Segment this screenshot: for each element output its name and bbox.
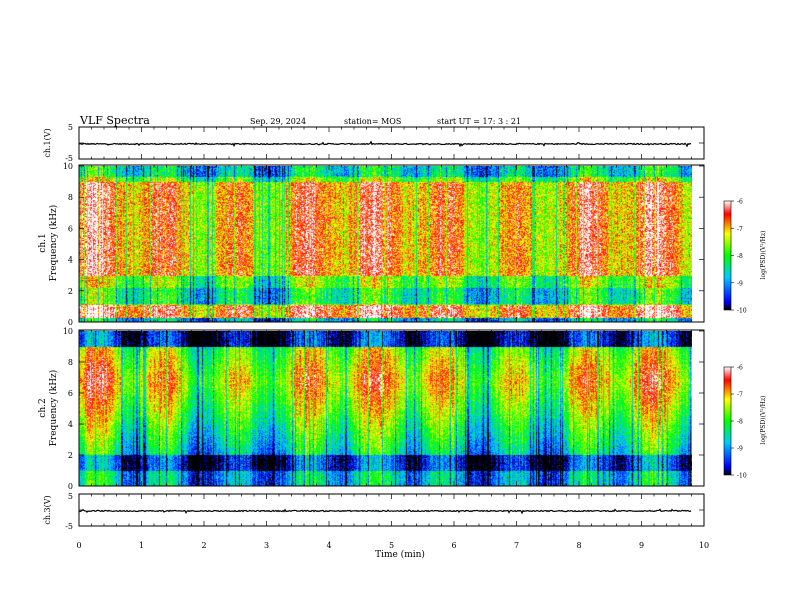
ch1-waveform-panel: 5 -5 ch.1(V) xyxy=(43,123,705,163)
freq-tick-label: 4 xyxy=(68,256,73,265)
ch2-spectrogram-image xyxy=(79,331,692,486)
colorbar-tick-label: -9 xyxy=(737,280,743,287)
freq-tick-label: 8 xyxy=(68,358,73,367)
freq-tick-label: 6 xyxy=(68,224,73,233)
ch1-waveform-line xyxy=(78,140,691,148)
colorbar-tick-label: -10 xyxy=(737,308,747,315)
colorbar-tick-label: -9 xyxy=(737,446,743,453)
x-tick-label: 10 xyxy=(699,541,709,550)
colorbar-tick-label: -8 xyxy=(737,419,743,426)
ch2-colorbar-label: log(PSD)(V²/Hz) xyxy=(760,396,767,445)
ch1-ytick-top: 5 xyxy=(68,123,73,132)
figure-title: VLF Spectra xyxy=(79,114,150,127)
colorbar-tick-label: -6 xyxy=(737,365,743,372)
ch1-spectrogram-image xyxy=(79,166,692,322)
ch2-spec-channel-label: ch.2 xyxy=(38,398,48,417)
colorbar-tick-label: -7 xyxy=(737,392,743,399)
ch3-waveform-panel: 5 -5 ch.3(V) xyxy=(43,492,705,531)
ch1-ticks xyxy=(78,126,705,160)
ch1-ytick-bottom: -5 xyxy=(65,154,73,163)
x-tick-label: 8 xyxy=(576,541,581,550)
freq-tick-label: 6 xyxy=(68,389,73,398)
ch2-colorbar-ticks: -6 -7 -8 -9 -10 xyxy=(731,365,747,480)
ch1-colorbar-scale xyxy=(723,200,732,311)
x-tick-label: 7 xyxy=(514,541,519,550)
x-tick-label: 3 xyxy=(264,541,269,550)
x-tick-label: 1 xyxy=(139,541,144,550)
ch1-spec-channel-label: ch.1 xyxy=(38,233,48,252)
freq-tick-label: 0 xyxy=(68,318,73,327)
x-tick-label: 4 xyxy=(326,541,331,550)
ch2-spec-ticks xyxy=(78,330,705,487)
ch1-colorbar: -6 -7 -8 -9 -10 log(PSD)(V²/Hz) xyxy=(723,199,767,315)
ch2-colorbar-scale xyxy=(723,366,732,476)
ch3-ticks xyxy=(78,493,705,527)
colorbar-tick-label: -10 xyxy=(737,473,747,480)
freq-tick-label: 2 xyxy=(68,287,73,296)
x-tick-label: 6 xyxy=(451,541,456,550)
ch3-waveform-line xyxy=(79,508,692,515)
ch1-colorbar-label: log(PSD)(V²/Hz) xyxy=(760,231,767,280)
ch1-spectrogram-panel: 0 2 4 6 8 10 ch.1 Frequency (kHz) xyxy=(38,162,705,327)
ch1-ylabel: ch.1(V) xyxy=(43,128,52,157)
date-label: Sep. 29, 2024 xyxy=(250,117,306,126)
freq-tick-label: 8 xyxy=(68,193,73,202)
colorbar-tick-label: -8 xyxy=(737,253,743,260)
x-tick-label: 5 xyxy=(389,541,394,550)
ch1-colorbar-ticks: -6 -7 -8 -9 -10 xyxy=(731,199,747,315)
ch3-ylabel: ch.3(V) xyxy=(43,495,52,524)
x-tick-labels: 0 1 2 3 4 5 6 7 8 9 10 xyxy=(76,541,709,550)
ch3-ytick-bottom: -5 xyxy=(65,522,73,531)
ch2-spec-yticks: 0 2 4 6 8 10 xyxy=(63,327,73,491)
freq-tick-label: 0 xyxy=(68,482,73,491)
freq-tick-label: 4 xyxy=(68,420,73,429)
ch1-spec-yticks: 0 2 4 6 8 10 xyxy=(63,162,73,327)
freq-tick-label: 2 xyxy=(68,451,73,460)
ch1-spec-frequency-label: Frequency (kHz) xyxy=(48,205,59,282)
start-time-label: start UT = 17: 3 : 21 xyxy=(437,117,521,126)
freq-tick-label: 10 xyxy=(63,327,73,336)
ch2-spec-frequency-label: Frequency (kHz) xyxy=(48,370,59,447)
ch3-ytick-top: 5 xyxy=(68,492,73,501)
x-axis-label: Time (min) xyxy=(375,549,425,560)
ch1-spec-ticks xyxy=(78,165,705,323)
colorbar-tick-label: -6 xyxy=(737,199,743,206)
ch2-colorbar: -6 -7 -8 -9 -10 log(PSD)(V²/Hz) xyxy=(723,365,767,480)
ch2-spectrogram-panel: 0 2 4 6 8 10 ch.2 Frequency (kHz) xyxy=(38,327,705,491)
x-tick-label: 9 xyxy=(639,541,644,550)
colorbar-tick-label: -7 xyxy=(737,226,743,233)
station-label: station= MOS xyxy=(344,117,401,126)
x-tick-label: 0 xyxy=(76,541,81,550)
x-tick-label: 2 xyxy=(201,541,206,550)
freq-tick-label: 10 xyxy=(63,162,73,171)
